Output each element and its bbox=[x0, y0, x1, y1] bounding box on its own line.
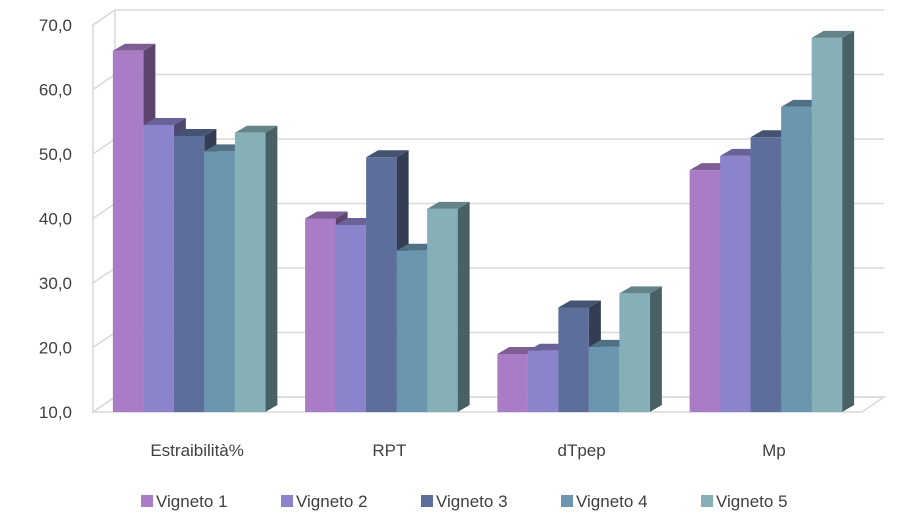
bars bbox=[112, 30, 855, 413]
x-category-label: dTpep bbox=[558, 441, 606, 460]
gridline bbox=[92, 73, 884, 91]
legend-swatch bbox=[701, 495, 713, 507]
legend: Vigneto 1 Vigneto 2 Vigneto 3 Vigneto 4 Vign… bbox=[141, 492, 788, 511]
legend-label: Vigneto 4 bbox=[576, 492, 648, 511]
y-tick-label: 70,0 bbox=[39, 16, 72, 35]
legend-item: Vigneto 5 bbox=[701, 492, 788, 511]
legend-item: Vigneto 1 bbox=[141, 492, 228, 511]
y-tick-label: 30,0 bbox=[39, 274, 72, 293]
y-tick-label: 40,0 bbox=[39, 210, 72, 229]
legend-swatch bbox=[281, 495, 293, 507]
x-category-label: Mp bbox=[762, 441, 786, 460]
bar bbox=[811, 30, 855, 413]
bar bbox=[619, 286, 662, 412]
gridline bbox=[92, 9, 884, 26]
y-tick-label: 10,0 bbox=[39, 403, 72, 422]
legend-label: Vigneto 2 bbox=[296, 492, 368, 511]
legend-label: Vigneto 5 bbox=[716, 492, 788, 511]
y-tick-label: 20,0 bbox=[39, 339, 72, 358]
legend-swatch bbox=[561, 495, 573, 507]
y-tick-label: 50,0 bbox=[39, 145, 72, 164]
y-axis-ticks: 10,0 20,0 30,0 40,0 50,0 60,0 70,0 bbox=[39, 16, 72, 422]
x-axis-categories: Estraibilità% RPT dTpep Mp bbox=[150, 441, 785, 460]
legend-item: Vigneto 3 bbox=[421, 492, 508, 511]
bar bbox=[234, 125, 278, 412]
x-category-label: Estraibilità% bbox=[150, 441, 244, 460]
legend-swatch bbox=[141, 495, 153, 507]
legend-label: Vigneto 1 bbox=[156, 492, 228, 511]
legend-label: Vigneto 3 bbox=[436, 492, 508, 511]
x-category-label: RPT bbox=[372, 441, 406, 460]
legend-item: Vigneto 4 bbox=[561, 492, 648, 511]
bar bbox=[427, 201, 470, 412]
y-tick-label: 60,0 bbox=[39, 81, 72, 100]
legend-swatch bbox=[421, 495, 433, 507]
legend-item: Vigneto 2 bbox=[281, 492, 368, 511]
